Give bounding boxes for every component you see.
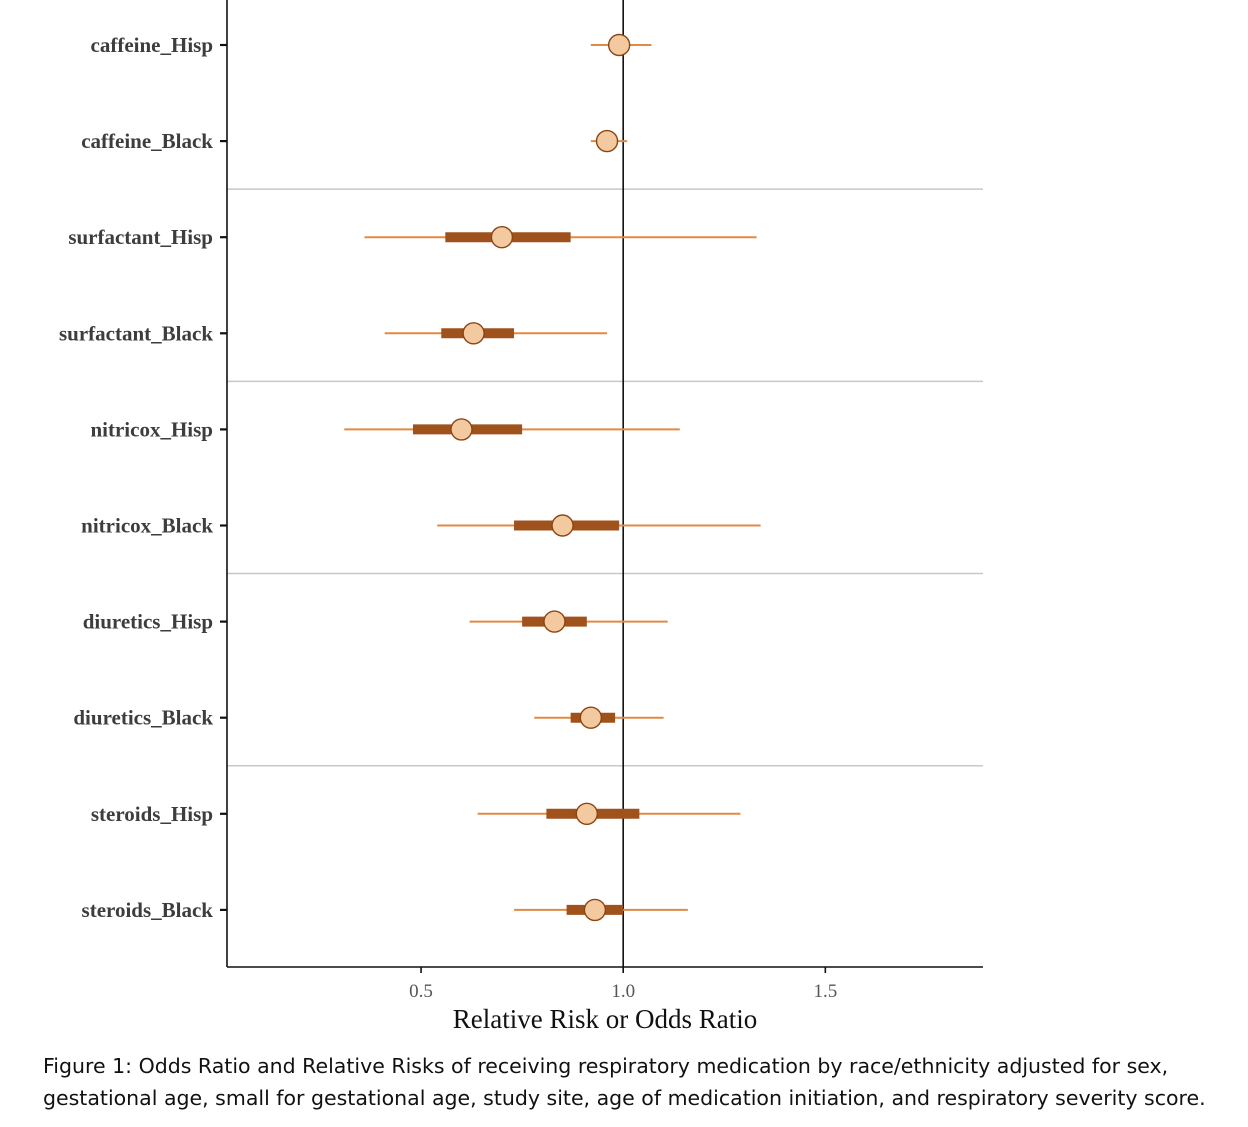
- row-caffeine_Black: [590, 129, 628, 153]
- point-estimate: [607, 33, 631, 57]
- row-nitricox_Hisp: [344, 418, 680, 441]
- group-separators: [227, 188, 983, 767]
- row-diuretics_Hisp: [469, 610, 668, 633]
- forest-plot: caffeine_Hisp caffeine_Black surfactant_Hi…: [59, 0, 983, 1034]
- y-tick-label: nitricox_Black: [81, 514, 213, 538]
- y-tick-label: steroids_Black: [82, 898, 214, 922]
- point-estimate: [551, 514, 574, 537]
- row-surfactant_Hisp: [364, 225, 757, 249]
- point-estimate: [575, 802, 599, 825]
- x-tick-label: 0.5: [409, 981, 433, 1002]
- row-surfactant_Black: [384, 322, 608, 345]
- point-estimate: [543, 610, 566, 633]
- row-nitricox_Black: [437, 514, 761, 537]
- row-diuretics_Black: [534, 706, 664, 729]
- y-tick-label: steroids_Hisp: [91, 802, 213, 826]
- x-tick-label: 1.5: [813, 981, 837, 1002]
- row-steroids_Hisp: [477, 802, 741, 825]
- point-estimate: [450, 418, 473, 441]
- point-estimate: [462, 322, 485, 345]
- point-estimate: [579, 706, 603, 729]
- x-axis-ticks: 0.5 1.0 1.5: [409, 967, 837, 1002]
- point-estimate: [583, 898, 607, 922]
- y-tick-label: diuretics_Black: [73, 706, 213, 730]
- y-tick-label: diuretics_Hisp: [83, 610, 213, 634]
- x-axis-title: Relative Risk or Odds Ratio: [453, 1004, 757, 1034]
- y-tick-label: caffeine_Black: [81, 129, 213, 153]
- axes: [226, 0, 983, 968]
- y-tick-label: nitricox_Hisp: [90, 417, 213, 441]
- y-axis-labels: caffeine_Hisp caffeine_Black surfactant_Hi…: [59, 33, 227, 922]
- y-tick-label: surfactant_Black: [59, 321, 213, 345]
- point-estimate: [595, 129, 619, 153]
- y-tick-label: surfactant_Hisp: [68, 225, 213, 249]
- data-marks: [344, 33, 761, 922]
- figure-caption: Figure 1: Odds Ratio and Relative Risks …: [43, 1054, 1206, 1110]
- row-caffeine_Hisp: [590, 33, 652, 57]
- y-tick-label: caffeine_Hisp: [91, 33, 213, 57]
- point-estimate: [490, 225, 514, 249]
- row-steroids_Black: [514, 898, 688, 922]
- x-tick-label: 1.0: [611, 981, 635, 1002]
